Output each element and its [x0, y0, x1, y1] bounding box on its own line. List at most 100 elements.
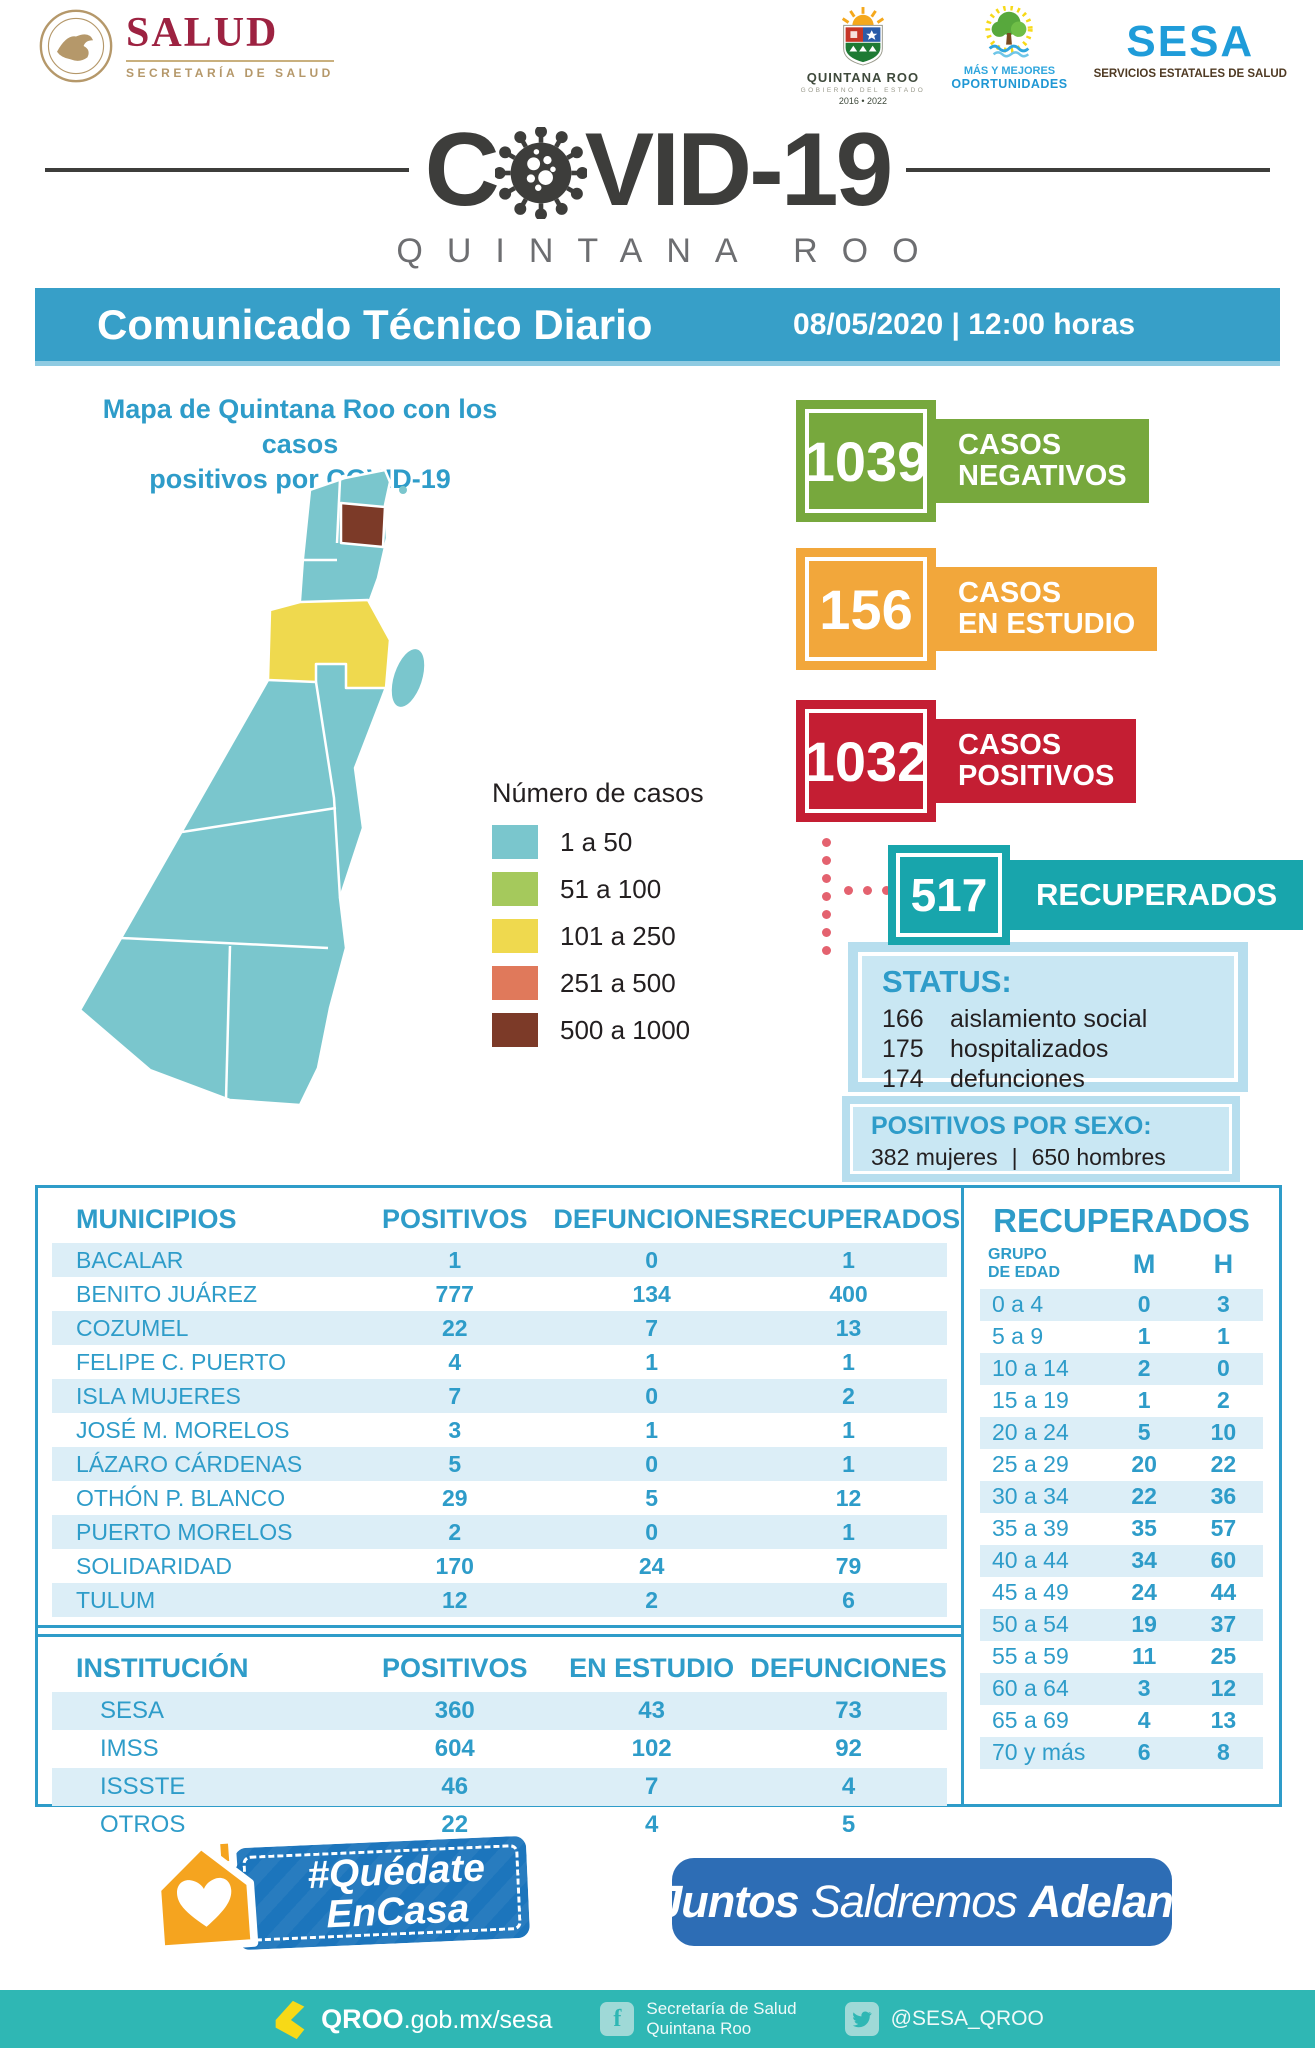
sesa-subtitle: SERVICIOS ESTATALES DE SALUD	[1093, 68, 1287, 80]
banner-datetime: 08/05/2020 | 12:00 horas	[793, 307, 1135, 341]
legend-label: 51 a 100	[560, 873, 662, 904]
municipio-name: COZUMEL	[76, 1314, 189, 1341]
positivos-label-line2: POSITIVOS	[958, 760, 1115, 792]
municipio-recuperados: 79	[835, 1552, 862, 1579]
age-group-label: 35 a 39	[992, 1515, 1069, 1542]
footer-website[interactable]: QROO .gob.mx/sesa	[271, 1997, 552, 2041]
status-label: defunciones	[950, 1065, 1085, 1093]
legend-label: 1 a 50	[560, 826, 633, 857]
stat-casos-negativos: 1039 CASOS NEGATIVOS	[796, 400, 1149, 522]
municipio-positivos: 777	[435, 1280, 474, 1307]
age-group-row: 10 a 14 2 0	[980, 1352, 1263, 1385]
estudio-value: 156	[819, 577, 913, 641]
age-group-label: 55 a 59	[992, 1643, 1069, 1670]
municipio-row: COZUMEL 22 7 13	[52, 1311, 947, 1345]
age-group-row: 60 a 64 3 12	[980, 1672, 1263, 1705]
age-group-women: 6	[1137, 1739, 1151, 1766]
municipio-name: FELIPE C. PUERTO	[76, 1348, 287, 1375]
municipio-recuperados: 6	[842, 1586, 855, 1613]
footer-twitter[interactable]: @SESA_QROO	[844, 2002, 1044, 2036]
map-title-line1: Mapa de Quintana Roo con los casos	[102, 394, 498, 460]
by-sex-women: 382 mujeres	[871, 1144, 998, 1170]
age-group-row: 50 a 54 19 37	[980, 1608, 1263, 1641]
age-group-label: 40 a 44	[992, 1547, 1069, 1574]
negativos-value: 1039	[803, 429, 929, 493]
institucion-defunciones: 5	[841, 1811, 856, 1838]
quedate-tag: #Quédate EnCasa	[233, 1835, 531, 1951]
legend-swatch	[492, 919, 538, 953]
institucion-row: ISSSTE 46 7 4	[52, 1768, 947, 1806]
institucion-positivos: 360	[434, 1697, 475, 1724]
age-group-row: 15 a 19 1 2	[980, 1385, 1263, 1417]
recuperados-header: RECUPERADOS	[750, 1204, 961, 1234]
municipio-recuperados: 12	[835, 1484, 862, 1511]
recuperados-label: RECUPERADOS	[1036, 877, 1278, 912]
age-group-label: 0 a 4	[992, 1291, 1044, 1318]
age-group-men: 2	[1216, 1387, 1230, 1414]
municipio-name: SOLIDARIDAD	[76, 1552, 232, 1579]
institucion-header: INSTITUCIÓN	[76, 1653, 249, 1683]
institucion-table: INSTITUCIÓN POSITIVOS EN ESTUDIO DEFUNCI…	[52, 1643, 947, 1844]
facebook-line1: Secretaría de Salud	[646, 1999, 797, 2019]
age-group-row: 35 a 39 35 57	[980, 1513, 1263, 1545]
municipio-name: BENITO JUÁREZ	[76, 1280, 258, 1307]
salud-title: SALUD	[126, 10, 279, 56]
municipio-recuperados: 1	[842, 1518, 855, 1545]
municipio-row: JOSÉ M. MORELOS 3 1 1	[52, 1413, 947, 1447]
municipio-name: BACALAR	[76, 1246, 184, 1273]
by-sex-title: POSITIVOS POR SEXO:	[871, 1112, 1152, 1140]
sesa-logo: SESA SERVICIOS ESTATALES DE SALUD	[1093, 20, 1287, 81]
age-group-row: 30 a 34 22 36	[980, 1480, 1263, 1513]
age-group-row: 20 a 24 5 10	[980, 1416, 1263, 1449]
status-value: 166	[882, 1005, 924, 1033]
age-group-men: 1	[1216, 1323, 1230, 1350]
municipio-name: TULUM	[76, 1586, 156, 1613]
map-title: Mapa de Quintana Roo con los casos posit…	[85, 392, 515, 497]
stat-frame	[896, 853, 1002, 937]
positives-by-sex-panel: POSITIVOS POR SEXO: 382 mujeres | 650 ho…	[842, 1096, 1240, 1182]
stat-casos-en-estudio: 156 CASOS EN ESTUDIO	[796, 548, 1158, 670]
defunciones-header: DEFUNCIONES	[553, 1204, 750, 1234]
municipio-positivos: 7	[448, 1382, 462, 1409]
negativos-label-line1: CASOS	[958, 428, 1062, 461]
institucion-defunciones: 92	[835, 1735, 862, 1762]
age-group-row: 40 a 44 34 60	[980, 1544, 1263, 1577]
municipio-row: PUERTO MORELOS 2 0 1	[52, 1515, 947, 1549]
institucion-name: SESA	[100, 1697, 165, 1724]
footer-bar: QROO .gob.mx/sesa f Secretaría de Salud …	[0, 1990, 1315, 2048]
by-sex-men: 650 hombres	[1031, 1144, 1166, 1170]
covid-title-prefix: C	[424, 112, 500, 228]
age-group-row: 25 a 29 20 22	[980, 1449, 1263, 1481]
institucion-name: IMSS	[100, 1735, 159, 1762]
recuperados-age-table: GRUPO DE EDAD M H 0 a 4 0 3	[980, 1242, 1263, 1769]
age-group-label: 65 a 69	[992, 1707, 1069, 1734]
juntos-saldremos-adelante-badge: #Juntos Saldremos Adelante	[633, 1858, 1212, 1946]
house-heart-icon	[153, 1835, 259, 1954]
age-group-label: 45 a 49	[992, 1579, 1069, 1606]
institucion-positivos: 604	[434, 1735, 475, 1762]
age-group-men: 13	[1210, 1707, 1237, 1734]
age-group-women: 3	[1137, 1675, 1151, 1702]
men-column-header: H	[1213, 1248, 1234, 1279]
legend-swatch	[492, 1013, 538, 1047]
municipio-defunciones: 134	[632, 1280, 671, 1307]
mexico-seal-icon	[39, 9, 113, 83]
status-panel: STATUS: 166 aislamiento social 175 hospi…	[848, 942, 1248, 1093]
legend-swatch	[492, 825, 538, 859]
municipio-positivos: 2	[448, 1518, 462, 1545]
municipio-positivos: 170	[435, 1552, 474, 1579]
institucion-defunciones: 73	[835, 1697, 862, 1724]
recuperados-value: 517	[910, 869, 988, 921]
age-group-men: 44	[1210, 1579, 1237, 1606]
municipio-defunciones: 0	[645, 1518, 659, 1545]
municipio-defunciones: 2	[645, 1586, 659, 1613]
institucion-en-estudio: 4	[644, 1811, 659, 1838]
municipio-row: TULUM 12 2 6	[52, 1583, 947, 1617]
institucion-en-estudio: 7	[644, 1773, 659, 1800]
legend-row: 1 a 50	[492, 825, 704, 859]
age-group-label: 25 a 29	[992, 1451, 1069, 1478]
institucion-en-estudio: 43	[638, 1697, 665, 1724]
footer-facebook[interactable]: f Secretaría de Salud Quintana Roo	[600, 1999, 797, 2038]
municipio-row: OTHÓN P. BLANCO 29 5 12	[52, 1481, 947, 1515]
